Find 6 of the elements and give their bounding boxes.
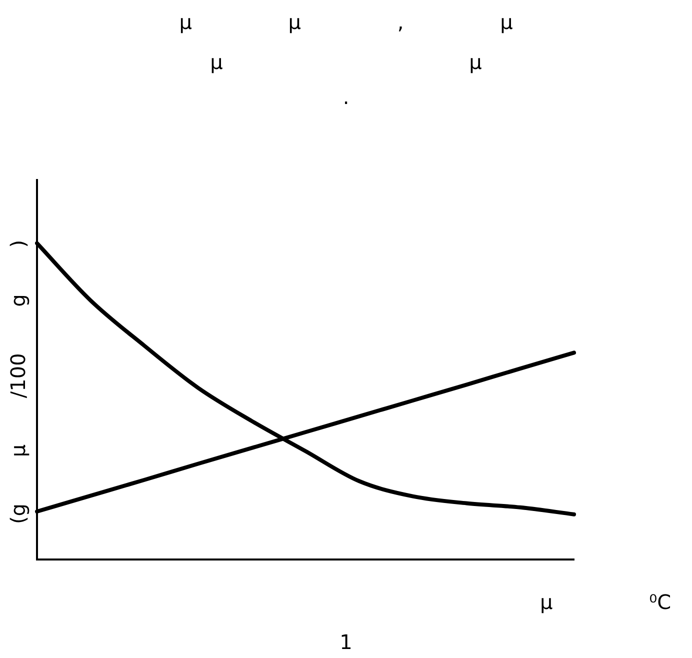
text: 1 xyxy=(338,630,354,654)
chart-title: μ μ , μ xyxy=(178,10,514,34)
x-axis-title: μ ⁰C xyxy=(540,590,672,614)
chart-subtitle: μ μ xyxy=(209,50,483,74)
y-axis-title: (g μ /100 g ) xyxy=(6,238,30,526)
text: . xyxy=(342,85,350,109)
